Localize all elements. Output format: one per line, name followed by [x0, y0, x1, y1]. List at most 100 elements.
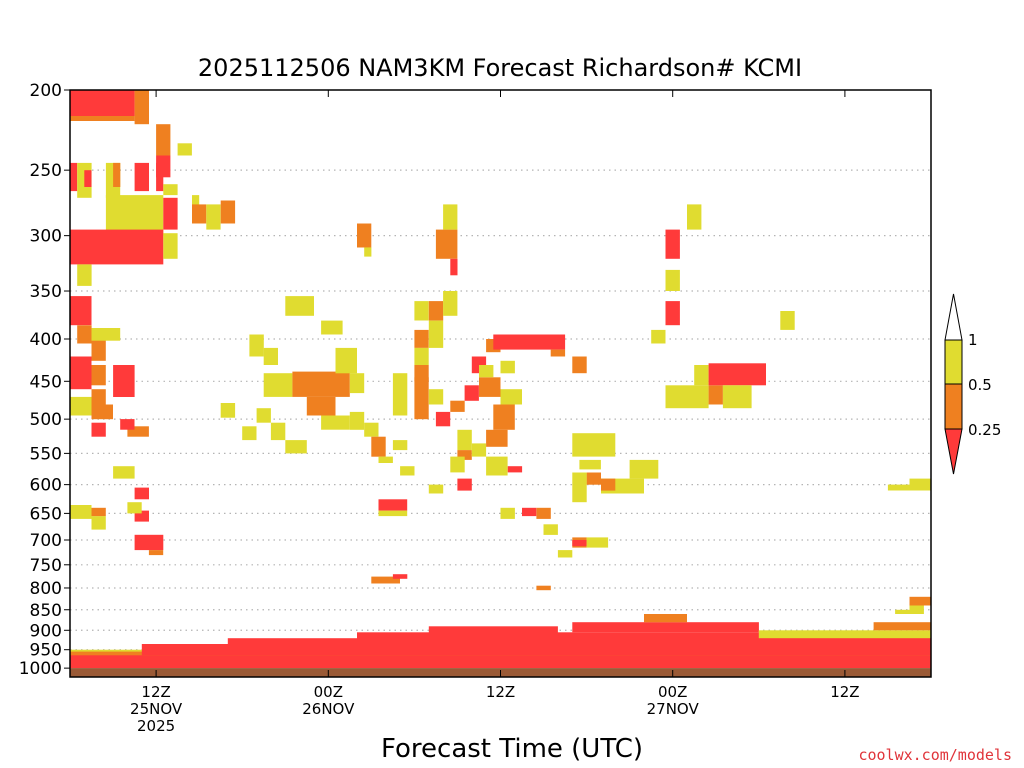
cell-0.5-1	[471, 443, 487, 457]
color-legend: 1 0.5 0.25	[944, 293, 1001, 475]
x-tick-label: 2025	[137, 717, 175, 735]
cell-0.5-1	[909, 605, 924, 614]
cell-0.5-1	[428, 484, 444, 494]
cell-lt-0.25	[522, 507, 537, 517]
cell-lt-0.25	[457, 478, 472, 491]
cell-lt-0.25	[70, 90, 135, 116]
y-tick-label: 550	[30, 444, 62, 464]
cell-0.5-1	[557, 550, 573, 558]
cell-0.5-1	[263, 347, 278, 365]
cell-lt-0.25	[665, 301, 680, 326]
cell-0.5-1	[443, 291, 458, 316]
cell-0.25-0.5	[909, 596, 931, 606]
cell-0.5-1	[77, 264, 92, 286]
cell-0.5-1	[285, 296, 314, 316]
y-tick-label: 850	[30, 601, 62, 621]
cell-lt-0.25	[91, 422, 106, 437]
y-tick-label: 750	[30, 556, 62, 576]
cell-0.5-1	[479, 365, 494, 378]
x-tick-label: 25NOV	[130, 700, 183, 718]
cell-0.5-1	[163, 184, 178, 196]
cell-0.5-1	[579, 459, 601, 470]
y-tick-label: 700	[30, 531, 62, 551]
cell-0.25-0.5	[306, 396, 336, 416]
cell-0.25-0.5	[371, 576, 400, 584]
cell-0.5-1	[163, 233, 178, 259]
cell-0.25-0.5	[113, 162, 121, 187]
cell-0.5-1	[722, 385, 752, 409]
cell-0.5-1	[651, 329, 666, 344]
cell-lt-0.25	[450, 258, 458, 276]
x-tick-label: 12Z	[486, 683, 515, 701]
cell-lt-0.25	[572, 540, 587, 547]
cell-0.5-1	[500, 360, 515, 374]
cell-0.25-0.5	[550, 349, 566, 357]
cell-lt-0.25	[464, 385, 479, 401]
x-axis-label: Forecast Time (UTC)	[381, 734, 643, 764]
cell-0.25-0.5	[414, 377, 429, 420]
cell-0.25-0.5	[486, 429, 508, 447]
legend-yellow-box	[944, 339, 963, 385]
cell-lt-0.25	[435, 411, 451, 427]
cell-0.5-1	[629, 459, 659, 479]
cell-0.5-1	[263, 373, 293, 397]
cell-0.5-1	[887, 484, 931, 491]
cell-0.5-1	[543, 524, 558, 535]
cell-0.5-1	[414, 347, 429, 365]
cell-0.25-0.5	[536, 507, 551, 519]
cell-0.25-0.5	[91, 365, 106, 386]
cell-0.5-1	[443, 204, 458, 230]
cell-0.5-1	[665, 269, 680, 291]
cell-0.5-1	[378, 510, 408, 517]
cell-lt-0.25	[163, 197, 178, 230]
cell-0.5-1	[572, 472, 587, 503]
cell-lt-0.25	[156, 162, 164, 192]
cell-0.5-1	[242, 426, 257, 441]
y-tick-label: 800	[30, 579, 62, 599]
legend-red-triangle	[944, 428, 963, 475]
richardson-cells	[70, 90, 932, 669]
cell-0.5-1	[70, 396, 92, 416]
cell-0.25-0.5	[192, 204, 207, 224]
y-tick-label: 600	[30, 476, 62, 496]
cell-0.5-1	[91, 328, 121, 341]
cell-0.5-1	[177, 143, 192, 156]
cell-0.5-1	[414, 301, 429, 321]
cell-0.25-0.5	[586, 472, 601, 485]
cell-0.5-1	[780, 311, 795, 330]
cell-0.5-1	[572, 433, 616, 457]
cell-lt-0.25	[378, 499, 408, 511]
cell-lt-0.25	[70, 296, 92, 326]
credit-text: coolwx.com/models	[858, 746, 1012, 764]
cell-0.5-1	[270, 422, 286, 441]
x-tick-label: 26NOV	[302, 700, 355, 718]
cell-0.5-1	[895, 609, 910, 614]
cell-0.25-0.5	[148, 550, 164, 556]
y-tick-label: 650	[30, 504, 62, 524]
y-tick-label: 450	[30, 372, 62, 392]
cell-lt-0.25	[120, 419, 135, 430]
y-axis: 200 250 300 350 400 450 500 550 600 650 700 750 8008…	[19, 81, 70, 679]
cell-0.25-0.5	[414, 329, 429, 348]
cell-lt-0.25	[134, 510, 149, 522]
cell-0.5-1	[400, 466, 415, 476]
cell-0.25-0.5	[572, 356, 587, 374]
cell-0.25-0.5	[91, 404, 113, 420]
legend-orange-box	[944, 383, 963, 430]
x-tick-label: 00Z	[314, 683, 343, 701]
cell-0.5-1	[457, 429, 472, 451]
cell-0.5-1	[192, 195, 200, 209]
cell-0.5-1	[127, 502, 142, 514]
cell-0.5-1	[500, 389, 522, 405]
y-tick-label: 300	[30, 227, 62, 247]
cell-0.5-1	[378, 456, 393, 463]
cell-0.5-1	[586, 537, 609, 548]
cell-0.25-0.5	[91, 389, 106, 405]
cell-0.5-1	[450, 456, 465, 473]
cell-0.25-0.5	[601, 478, 616, 491]
cell-lt-0.25	[70, 229, 164, 265]
cell-0.5-1	[285, 440, 307, 454]
plot-area	[69, 89, 932, 678]
cell-0.5-1	[321, 415, 350, 430]
